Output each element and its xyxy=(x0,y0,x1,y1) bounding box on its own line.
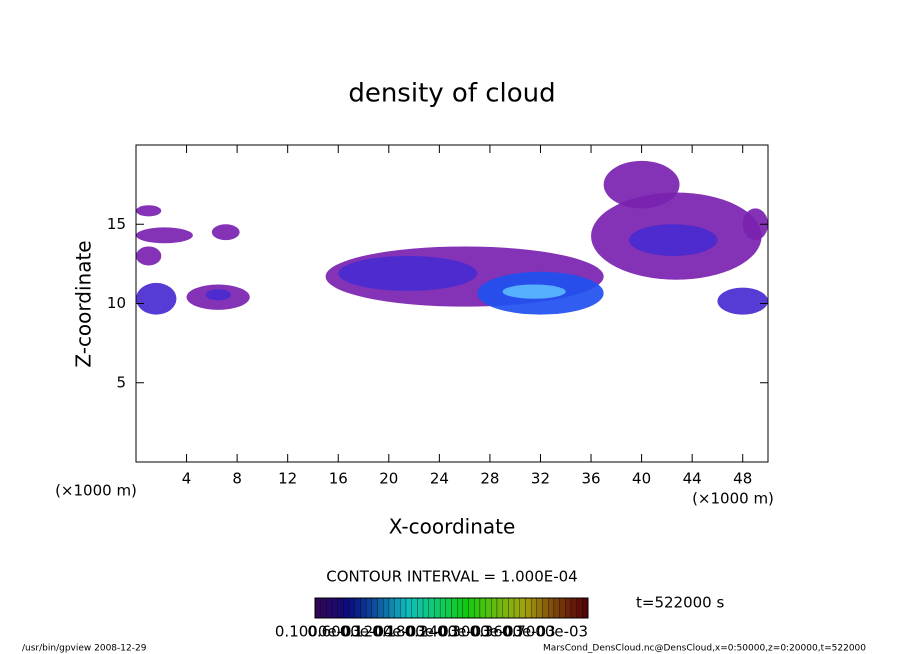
colorbar-swatch xyxy=(343,597,350,619)
x-axis-label: X-coordinate xyxy=(389,515,516,539)
colorbar-label: 0.1000e-03 xyxy=(275,623,361,641)
x-tick-label: 20 xyxy=(379,470,398,488)
x-tick-label: 4 xyxy=(182,470,192,488)
x-tick-label: 8 xyxy=(232,470,242,488)
colorbar-swatch xyxy=(326,597,333,619)
colorbar-swatch xyxy=(485,597,492,619)
colorbar-swatch xyxy=(314,597,321,619)
colorbar-swatch xyxy=(411,597,418,619)
colorbar-swatch xyxy=(417,597,424,619)
colorbar-swatch xyxy=(320,597,327,619)
colorbar-swatch xyxy=(576,597,583,619)
field xyxy=(136,160,768,315)
x-tick-label: 40 xyxy=(632,470,651,488)
colorbar-label: 0.7000e-03 xyxy=(502,623,588,641)
cloud-region xyxy=(136,246,162,266)
colorbar-swatch xyxy=(434,597,441,619)
colorbar-swatch xyxy=(508,597,515,619)
colorbar-label: 0.1800e-03 xyxy=(372,623,458,641)
colorbar-swatch xyxy=(502,597,509,619)
colorbar-label: 0.3000e-03 xyxy=(437,623,523,641)
colorbar-swatch xyxy=(525,597,532,619)
colorbar-swatch xyxy=(360,597,367,619)
colorbar-swatch xyxy=(383,597,390,619)
cloud-region xyxy=(136,205,162,217)
y-tick-label: 15 xyxy=(107,215,126,233)
x-tick-label: 28 xyxy=(480,470,499,488)
colorbar-swatch xyxy=(405,597,412,619)
colorbar-swatch xyxy=(570,597,577,619)
colorbar-swatch xyxy=(565,597,572,619)
colorbar-swatch xyxy=(439,597,446,619)
colorbar-swatch xyxy=(331,597,338,619)
colorbar-swatch xyxy=(366,597,373,619)
x-tick-label: 16 xyxy=(329,470,348,488)
cloud-region xyxy=(502,284,566,299)
colorbar-swatch xyxy=(400,597,407,619)
chart-title: density of cloud xyxy=(348,79,555,109)
colorbar: 0.1000e-030.6000e-040.1200e-030.1800e-03… xyxy=(275,597,589,641)
footer: /usr/bin/gpview 2008-12-29 xyxy=(22,644,147,654)
colorbar-swatch xyxy=(451,597,458,619)
colorbar-swatch xyxy=(496,597,503,619)
colorbar-swatch xyxy=(422,597,429,619)
x-tick-label: 24 xyxy=(430,470,449,488)
x-tick-label: 32 xyxy=(531,470,550,488)
colorbar-swatch xyxy=(468,597,475,619)
colorbar-label: 0.3600e-03 xyxy=(469,623,555,641)
x-tick-label: 44 xyxy=(683,470,702,488)
colorbar-swatch xyxy=(536,597,543,619)
colorbar-swatch xyxy=(337,597,344,619)
colorbar-label: 0.6000e-04 xyxy=(307,623,393,641)
cloud-region xyxy=(205,289,231,301)
x-tick-label: 12 xyxy=(278,470,297,488)
cloud-region xyxy=(717,287,768,315)
colorbar-swatch xyxy=(582,597,589,619)
colorbar-swatch xyxy=(542,597,549,619)
colorbar-swatch xyxy=(491,597,498,619)
y-axis-label: Z-coordinate xyxy=(72,240,96,367)
cloud-region xyxy=(136,227,193,244)
colorbar-swatch xyxy=(513,597,520,619)
colorbar-swatch xyxy=(462,597,469,619)
cloud-region xyxy=(211,224,240,241)
colorbar-swatch xyxy=(428,597,435,619)
unit-label: (×1000 m) xyxy=(55,482,137,500)
colorbar-swatch xyxy=(445,597,452,619)
colorbar-swatch xyxy=(394,597,401,619)
time-label: t=522000 s xyxy=(636,594,724,612)
cloud-region xyxy=(603,160,680,209)
y-tick-label: 5 xyxy=(116,373,126,391)
x-tick-label: 36 xyxy=(581,470,600,488)
colorbar-swatch xyxy=(553,597,560,619)
cloud-region xyxy=(338,255,478,291)
footer: MarsCond_DensCloud.nc@DensCloud,x=0:5000… xyxy=(543,644,866,654)
colorbar-swatch xyxy=(530,597,537,619)
colorbar-swatch xyxy=(348,597,355,619)
x-tick-label: 48 xyxy=(733,470,752,488)
colorbar-swatch xyxy=(457,597,464,619)
colorbar-swatch xyxy=(519,597,526,619)
colorbar-swatch xyxy=(371,597,378,619)
colorbar-label: 0.2400e-03 xyxy=(405,623,491,641)
colorbar-swatch xyxy=(548,597,555,619)
colorbar-swatch xyxy=(559,597,566,619)
colorbar-swatch xyxy=(479,597,486,619)
y-tick-label: 10 xyxy=(107,294,126,312)
colorbar-swatch xyxy=(388,597,395,619)
cloud-region xyxy=(742,208,768,241)
colorbar-swatch xyxy=(377,597,384,619)
colorbar-label: 0.1200e-03 xyxy=(340,623,426,641)
colorbar-frame xyxy=(314,597,589,619)
cloud-region xyxy=(628,224,718,256)
unit-label: (×1000 m) xyxy=(692,490,774,508)
colorbar-swatch xyxy=(474,597,481,619)
cloud-region xyxy=(136,282,177,315)
contour-interval: CONTOUR INTERVAL = 1.000E-04 xyxy=(326,568,577,586)
colorbar-swatch xyxy=(354,597,361,619)
